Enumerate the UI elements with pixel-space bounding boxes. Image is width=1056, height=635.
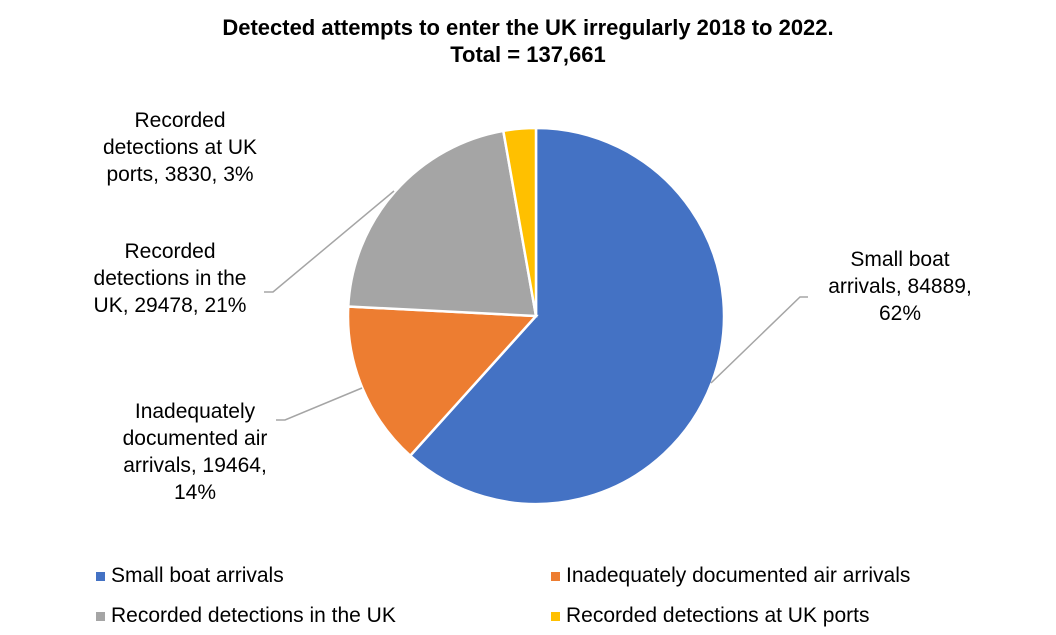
pie-slices — [346, 126, 726, 506]
data-label-boat: Small boat arrivals, 84889, 62% — [828, 248, 972, 325]
chart-title: Detected attempts to enter the UK irregu… — [0, 14, 1056, 68]
legend-item-ports: Recorded detections at UK ports — [551, 604, 870, 628]
legend-swatch-icon — [551, 571, 560, 581]
leader-line-air — [276, 387, 363, 421]
legend-item-boat: Small boat arrivals — [96, 564, 284, 588]
legend-item-air: Inadequately documented air arrivals — [551, 564, 910, 588]
data-label-air: Inadequately documented air arrivals, 1946… — [122, 400, 268, 504]
data-label-uk: Recorded detections in the UK, 29478, 21% — [93, 240, 247, 317]
title-line-1: Detected attempts to enter the UK irregu… — [222, 15, 834, 40]
leader-line-boat — [710, 296, 808, 384]
title-line-2: Total = 137,661 — [450, 42, 606, 67]
legend-swatch-icon — [96, 611, 105, 621]
legend-item-uk: Recorded detections in the UK — [96, 604, 396, 628]
legend-swatch-icon — [96, 571, 105, 581]
leader-line-uk — [264, 190, 395, 293]
legend-swatch-icon — [551, 611, 560, 621]
pie-slice — [501, 126, 538, 317]
pie-slice — [346, 129, 538, 318]
pie-slice — [346, 305, 539, 458]
data-label-ports: Recorded detections at UK ports, 3830, 3% — [102, 109, 258, 186]
